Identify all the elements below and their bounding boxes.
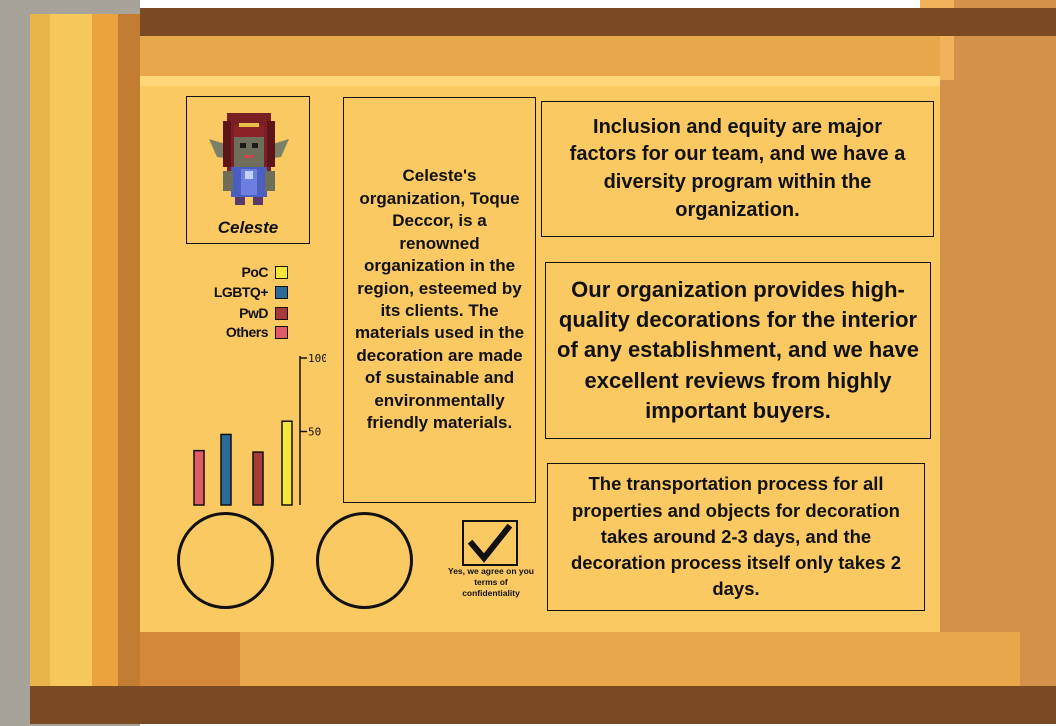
bar-others: [193, 449, 205, 506]
y-tick-label: 50: [308, 426, 321, 439]
legend-label: LGBTQ+: [213, 284, 269, 300]
scroll-right-edge: [920, 0, 1056, 686]
empty-circle-slot[interactable]: [316, 512, 413, 609]
bar-poc: [281, 420, 293, 506]
quality-box: Our organization provides high-quality d…: [545, 262, 931, 439]
scroll-left-roll-highlight: [50, 0, 92, 726]
transport-text: The transportation process for all prope…: [570, 473, 902, 600]
legend-item: LGBTQ+: [180, 284, 290, 302]
legend-label: PwD: [239, 305, 268, 321]
bar-pwd: [252, 451, 264, 506]
empty-circle-slot[interactable]: [177, 512, 274, 609]
legend-item: Others: [180, 324, 290, 342]
avatar-sprite-icon: [209, 113, 289, 205]
checkmark-icon: [467, 523, 513, 563]
scroll-left-roll: [30, 0, 50, 726]
scroll-bottom-band-shade: [140, 632, 240, 686]
scroll-top-band: [140, 8, 1056, 36]
scroll-paper: [140, 76, 940, 632]
scroll-left-cap-top: [30, 0, 140, 14]
legend-item: PoC: [180, 264, 290, 282]
legend-item: PwD: [180, 305, 290, 323]
scroll-left-roll-mid: [92, 0, 118, 726]
legend-swatch: [275, 266, 288, 279]
organization-info-box: Celeste's organization, Toque Deccor, is…: [343, 97, 536, 503]
scroll-bottom-band: [30, 686, 1056, 724]
inclusion-text: Inclusion and equity are major factors f…: [569, 115, 906, 221]
legend-swatch: [275, 286, 288, 299]
inclusion-box: Inclusion and equity are major factors f…: [541, 101, 934, 237]
legend-label: Others: [225, 324, 269, 340]
organization-info-text: Celeste's organization, Toque Deccor, is…: [354, 166, 525, 433]
legend-swatch: [275, 326, 288, 339]
legend-label: PoC: [241, 264, 269, 280]
bar-lgbtq: [220, 433, 232, 506]
y-tick-label: 100: [308, 352, 326, 365]
legend-swatch: [275, 307, 288, 320]
diversity-bar-chart: 100 50: [193, 352, 326, 506]
scroll-paper-highlight: [140, 76, 940, 86]
scroll-top-band-inner: [140, 36, 940, 76]
transport-box: The transportation process for all prope…: [547, 463, 925, 611]
scroll-bottom-band-inner: [140, 632, 1020, 686]
quality-text: Our organization provides high-quality d…: [557, 276, 919, 424]
confidentiality-checkbox[interactable]: [462, 520, 518, 566]
scroll-left-roll-dark: [118, 0, 140, 726]
avatar-card[interactable]: [186, 96, 310, 244]
avatar-name: Celeste: [217, 218, 279, 237]
confidentiality-caption: Yes, we agree on you terms of confidenti…: [448, 566, 534, 599]
